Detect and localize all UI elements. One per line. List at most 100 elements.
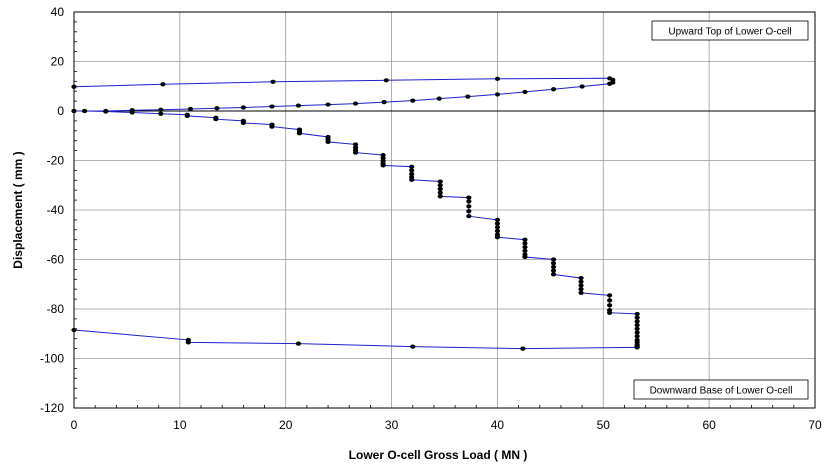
data-point [185, 337, 191, 343]
data-point [634, 322, 640, 328]
data-point [578, 279, 584, 284]
data-point [634, 326, 640, 331]
data-point [494, 228, 501, 234]
data-point [550, 264, 557, 270]
data-point [184, 113, 190, 119]
data-point [103, 109, 109, 114]
data-point [269, 124, 275, 129]
legend-upper: Upward Top of Lower O-cell [651, 20, 809, 41]
data-point [466, 195, 472, 200]
data-point [383, 78, 389, 83]
data-point [607, 293, 613, 298]
data-point [437, 183, 443, 188]
data-point [607, 310, 613, 315]
data-point [269, 104, 275, 109]
data-point [380, 152, 386, 158]
data-point [550, 257, 557, 262]
x-tick-label: 60 [702, 418, 716, 432]
y-tick-label: -100 [40, 352, 64, 366]
y-tick-label: -60 [47, 253, 65, 267]
data-point [550, 268, 557, 273]
data-point [296, 131, 303, 136]
x-tick-label: 20 [279, 418, 293, 432]
x-tick-label: 50 [597, 418, 611, 432]
data-point [380, 155, 386, 161]
y-tick-label: 40 [51, 5, 65, 19]
data-point [466, 199, 472, 204]
data-series [71, 76, 640, 351]
data-point [436, 96, 442, 101]
data-point [607, 76, 613, 81]
y-tick-label: -80 [47, 302, 65, 316]
legend-lower-label: Downward Base of Lower O-cell [650, 386, 793, 397]
data-point [522, 245, 528, 250]
data-point [465, 94, 471, 99]
x-tick-label: 40 [491, 418, 505, 432]
y-tick-label: -40 [47, 203, 65, 217]
y-tick-label: -120 [40, 401, 64, 415]
data-point [409, 168, 415, 173]
data-point [352, 150, 359, 155]
x-tick-label: 30 [385, 418, 399, 432]
data-point [295, 103, 302, 108]
data-point [634, 345, 640, 350]
data-point [520, 346, 526, 351]
data-point [409, 177, 415, 182]
data-point [410, 344, 416, 349]
data-point [325, 139, 331, 145]
data-point [160, 82, 166, 87]
data-point [494, 92, 501, 97]
x-tick-label: 0 [71, 418, 78, 432]
data-point [437, 194, 443, 199]
data-point [380, 163, 386, 168]
data-point [158, 107, 164, 112]
data-point [634, 334, 640, 339]
data-point [494, 225, 501, 230]
data-point [578, 275, 584, 281]
data-point [522, 89, 528, 95]
data-point [129, 110, 135, 115]
data-point [634, 330, 640, 335]
data-point [381, 99, 387, 105]
data-point [607, 298, 613, 303]
data-point [494, 217, 501, 222]
data-point [550, 87, 557, 92]
data-point [550, 261, 557, 266]
y-tick-label: 0 [57, 104, 64, 118]
data-point [410, 98, 416, 103]
data-point [466, 209, 472, 214]
data-point [295, 341, 302, 346]
data-point [466, 204, 472, 209]
data-point [352, 101, 359, 106]
data-point [240, 120, 246, 125]
data-point [522, 254, 528, 260]
x-axis-title: Lower O-cell Gross Load ( MN ) [349, 448, 528, 462]
data-point [579, 84, 585, 89]
data-point [634, 319, 640, 324]
data-point [437, 190, 443, 195]
data-point [494, 221, 501, 226]
data-point [522, 237, 528, 242]
legend-upper-label: Upward Top of Lower O-cell [668, 27, 791, 38]
data-point [409, 164, 415, 169]
data-point [352, 142, 359, 147]
data-point [578, 290, 584, 296]
data-point [607, 303, 613, 308]
plot-frame [73, 11, 816, 409]
data-point [325, 102, 331, 107]
data-point [437, 179, 443, 184]
y-tick-label: 20 [51, 55, 65, 69]
data-point [634, 315, 640, 320]
data-point [437, 186, 443, 192]
data-point [494, 235, 501, 240]
legend-lower: Downward Base of Lower O-cell [633, 379, 809, 400]
data-point [270, 79, 276, 84]
data-point [494, 76, 501, 81]
tick-labels: 0 10 20 30 40 50 60 70 40 20 0 -20 -40 -60 -80 -100 -120 [40, 5, 822, 432]
data-point [81, 108, 88, 114]
data-point [187, 106, 194, 112]
data-point [550, 272, 557, 277]
data-point [522, 241, 528, 246]
y-tick-label: -20 [47, 154, 65, 168]
